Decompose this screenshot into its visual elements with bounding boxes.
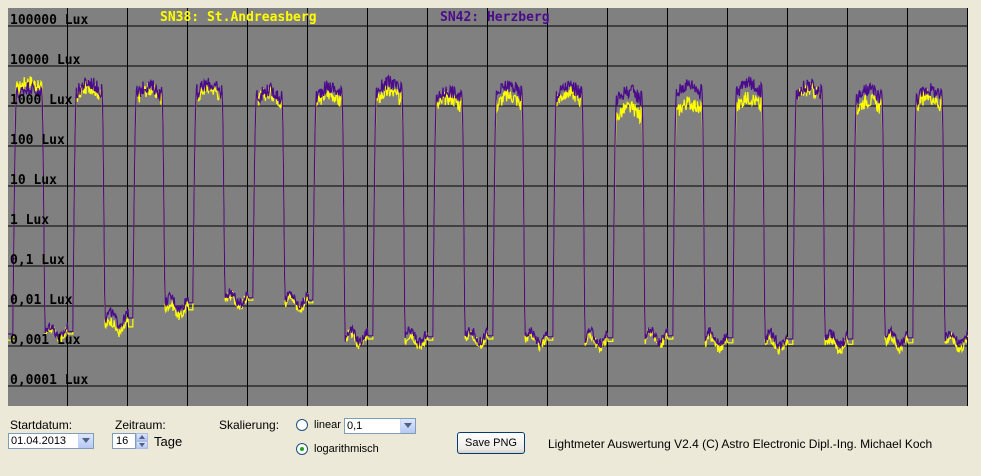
y-tick-label: 1 Lux <box>10 213 49 228</box>
y-tick-label: 0,001 Lux <box>10 333 81 348</box>
zeitraum-stepper[interactable]: 16 <box>112 433 152 449</box>
spin-down-icon[interactable] <box>136 441 148 449</box>
radio-linear[interactable] <box>296 419 308 431</box>
startdatum-value: 01.04.2013 <box>11 435 67 447</box>
y-tick-label: 10000 Lux <box>10 53 81 68</box>
zeitraum-value: 16 <box>116 435 129 447</box>
y-tick-label: 0,1 Lux <box>10 253 65 268</box>
legend-sn38: SN38: St.Andreasberg <box>160 10 317 25</box>
legend-sn42: SN42: Herzberg <box>440 10 550 25</box>
chevron-down-icon[interactable] <box>78 434 93 448</box>
zeitraum-label: Zeitraum: <box>115 418 166 432</box>
skalierung-label: Skalierung: <box>219 418 280 432</box>
series-line-sn42 <box>8 74 968 350</box>
radio-logarithmisch[interactable] <box>296 443 308 455</box>
chevron-down-icon[interactable] <box>400 419 415 433</box>
startdatum-picker[interactable]: 01.04.2013 <box>8 433 94 449</box>
lux-chart: 100000 Lux 10000 Lux 1000 Lux 100 Lux 10 Lux… <box>8 8 968 406</box>
y-tick-label: 10 Lux <box>10 173 57 188</box>
footer-credits: Lightmeter Auswertung V2.4 (C) Astro Ele… <box>548 437 933 451</box>
radio-logarithmisch-label[interactable]: logarithmisch <box>314 443 379 455</box>
y-tick-label: 0,0001 Lux <box>10 373 88 388</box>
y-tick-label: 100 Lux <box>10 133 65 148</box>
y-tick-label: 0,01 Lux <box>10 293 73 308</box>
lux-chart-svg: 100000 Lux 10000 Lux 1000 Lux 100 Lux 10 Lux… <box>8 8 968 406</box>
y-tick-label: 100000 Lux <box>10 13 88 28</box>
spin-up-icon[interactable] <box>136 433 148 441</box>
zeitraum-unit: Tage <box>154 434 183 449</box>
save-png-button[interactable]: Save PNG <box>457 432 525 454</box>
startdatum-label: Startdatum: <box>10 418 73 432</box>
radio-linear-label[interactable]: linear <box>314 419 341 431</box>
linear-factor-value: 0,1 <box>347 420 363 432</box>
linear-factor-select[interactable]: 0,1 <box>344 418 416 434</box>
y-tick-label: 1000 Lux <box>10 93 73 108</box>
